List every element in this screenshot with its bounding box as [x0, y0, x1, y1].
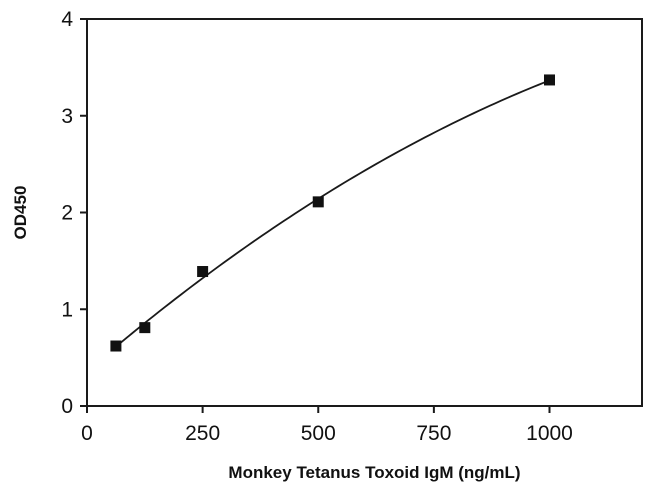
data-point — [544, 74, 555, 86]
plot-frame — [86, 18, 643, 407]
y-axis-ticks: 0 1 2 3 4 — [61, 8, 87, 418]
plot-border — [86, 18, 643, 407]
x-tick-label: 500 — [301, 422, 336, 445]
data-point — [110, 340, 122, 352]
x-axis-ticks: 0 250 500 750 1000 — [81, 406, 573, 445]
fit-curve-layer — [115, 79, 550, 348]
x-tick-label: 1000 — [526, 422, 573, 445]
y-tick-label: 0 — [61, 395, 73, 418]
fit-curve — [115, 79, 550, 348]
y-tick-label: 4 — [61, 8, 73, 31]
data-point — [312, 196, 324, 208]
x-tick-label: 750 — [416, 422, 451, 445]
y-tick-label: 2 — [61, 202, 73, 225]
data-point — [139, 322, 151, 334]
x-tick-label: 0 — [81, 422, 93, 445]
x-axis-title: Monkey Tetanus Toxoid IgM (ng/mL) — [228, 463, 520, 482]
y-tick-label: 3 — [61, 105, 73, 128]
data-point — [197, 266, 209, 278]
data-points-layer — [110, 74, 555, 352]
y-axis-title: OD450 — [11, 186, 30, 240]
x-tick-label: 250 — [185, 422, 220, 445]
y-tick-label: 1 — [61, 298, 73, 321]
